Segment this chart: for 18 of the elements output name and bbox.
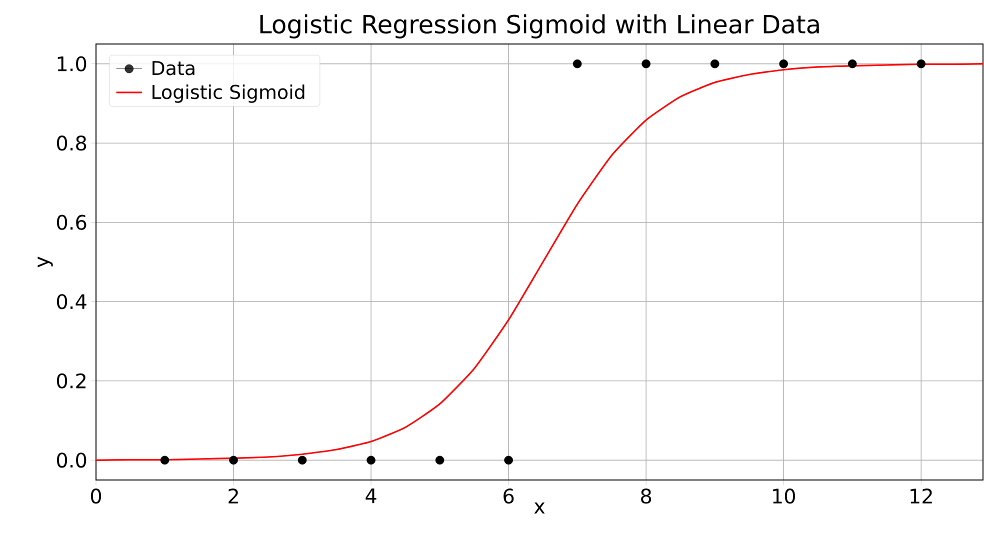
x-tick-label: 0	[90, 488, 102, 504]
x-tick-label: 2	[228, 488, 238, 504]
y-axis-title: y	[38, 256, 53, 268]
y-tick-label: 0.2	[56, 373, 86, 388]
y-tick-label: 0.6	[56, 214, 86, 230]
x-tick-label: 4	[366, 488, 376, 504]
x-tick-label: 12	[910, 488, 932, 504]
y-tick-label: 1.0	[58, 56, 86, 72]
x-tick-label: 6	[504, 488, 514, 504]
y-tick-label: 0.0	[56, 452, 86, 468]
x-tick-label: 8	[641, 488, 652, 504]
x-axis-title: x	[534, 502, 545, 514]
y-tick-label: 0.8	[56, 136, 86, 151]
legend-label: Logistic Sigmoid	[152, 84, 304, 103]
y-tick-label: 0.4	[56, 294, 86, 310]
legend-label: Data	[152, 61, 194, 76]
chart-title: Logistic Regression Sigmoid with Linear Data	[260, 14, 819, 38]
x-tick-label: 10	[773, 488, 796, 504]
